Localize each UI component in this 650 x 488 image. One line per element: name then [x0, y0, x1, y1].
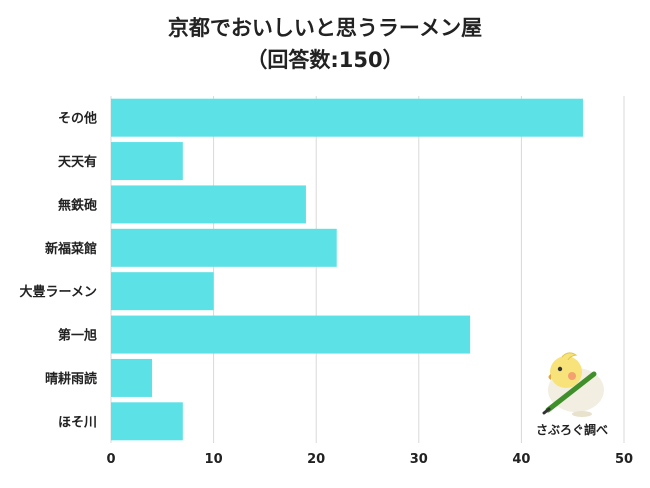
y-category-label: 天天有: [58, 154, 97, 170]
bar: [111, 402, 183, 441]
bird-mascot-icon: [542, 352, 604, 417]
x-tick-label: 40: [512, 452, 530, 467]
y-category-label: 晴耕雨読: [45, 371, 97, 387]
source-credit: さぶろぐ調べ: [535, 423, 608, 437]
chart-subtitle: （回答数:150）: [246, 48, 404, 72]
bar: [111, 358, 153, 397]
x-tick-label: 0: [106, 452, 115, 467]
x-tick-label: 20: [307, 452, 325, 467]
x-tick-label: 10: [205, 452, 223, 467]
y-category-label: ほそ川: [58, 415, 97, 430]
bar: [111, 228, 337, 267]
y-category-label: その他: [58, 111, 97, 127]
y-category-label: 無鉄砲: [58, 197, 97, 213]
chart-title: 京都でおいしいと思うラーメン屋: [167, 16, 483, 40]
bar: [111, 272, 214, 311]
bar: [111, 315, 471, 354]
bar: [111, 142, 183, 181]
bar: [111, 185, 306, 224]
x-tick-label: 50: [615, 452, 633, 467]
y-category-label: 新福菜館: [45, 241, 97, 257]
y-category-label: 第一旭: [58, 328, 97, 344]
bar: [111, 98, 583, 137]
x-tick-label: 30: [410, 452, 428, 467]
y-category-label: 大豊ラーメン: [20, 284, 97, 300]
